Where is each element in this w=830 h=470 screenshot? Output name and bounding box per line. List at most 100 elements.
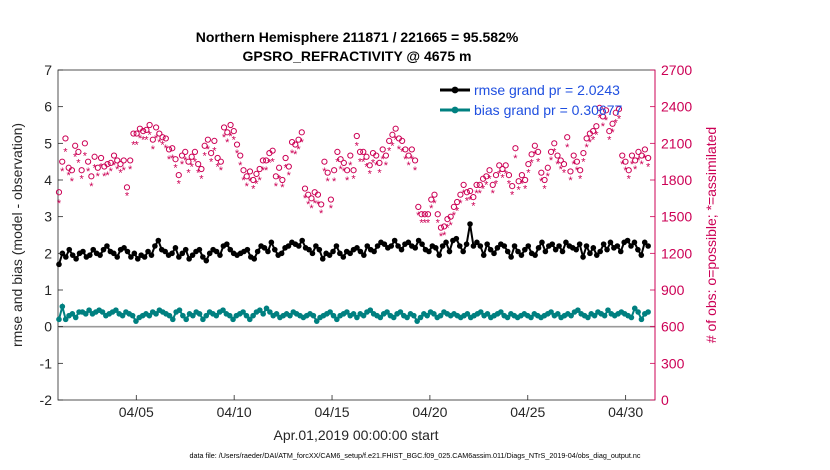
obs-possible-point: [220, 124, 228, 131]
obs-possible-point: [635, 148, 642, 155]
rmse-point: [604, 246, 610, 253]
obs-assimilated-point: *: [400, 147, 405, 159]
obs-possible-point: [343, 167, 351, 174]
obs-assimilated-point: *: [219, 165, 224, 177]
obs-assimilated-point: *: [410, 154, 415, 166]
obs-assimilated-point: *: [248, 176, 253, 188]
rmse-point: [206, 250, 213, 257]
bias-point: [69, 311, 76, 317]
obs-possible-point: [622, 158, 629, 165]
rmse-point: [405, 239, 412, 246]
obs-possible-point: [476, 181, 483, 188]
y-left-axis-label: rmse and bias (model - observation): [9, 123, 25, 347]
obs-assimilated-point: *: [381, 154, 386, 166]
obs-possible-point: [217, 158, 224, 165]
rmse-point: [556, 243, 562, 249]
obs-possible-point: [632, 157, 639, 164]
rmse-point: [200, 254, 206, 260]
obs-possible-point: [91, 153, 98, 160]
rmse-point: [587, 250, 593, 257]
obs-possible-point: [457, 191, 464, 198]
obs-assimilated-point: *: [280, 182, 285, 194]
rmse-point: [631, 239, 638, 246]
obs-possible-point: [538, 169, 545, 176]
obs-possible-point: [133, 130, 140, 137]
obs-possible-point: [327, 196, 335, 203]
rmse-point: [326, 252, 333, 258]
rmse-point: [145, 248, 151, 255]
bias-point: [86, 307, 92, 313]
obs-possible-point: [376, 159, 383, 166]
rmse-point: [456, 243, 463, 249]
obs-assimilated-point: *: [384, 160, 389, 172]
obs-possible-point: [593, 123, 600, 130]
obs-possible-point: [431, 191, 438, 198]
obs-possible-point: [224, 129, 231, 136]
rmse-point: [395, 243, 401, 249]
bias-point: [414, 318, 420, 324]
obs-possible-point: [379, 146, 386, 153]
obs-assimilated-point: *: [157, 137, 162, 149]
obs-possible-point: [373, 152, 380, 159]
rmse-point: [80, 248, 86, 255]
obs-assimilated-point: *: [610, 127, 615, 139]
obs-assimilated-point: *: [484, 180, 489, 192]
obs-assimilated-point: *: [578, 174, 583, 186]
y-left-tick-label: 7: [44, 62, 52, 78]
rmse-point: [415, 237, 422, 244]
obs-assimilated-point: *: [293, 149, 298, 161]
rmse-point: [217, 252, 223, 258]
obs-assimilated-point: *: [332, 176, 337, 188]
y-right-tick-label: 1200: [661, 245, 692, 261]
rmse-point: [583, 243, 590, 249]
bias-point: [330, 312, 337, 319]
obs-assimilated-point: *: [594, 130, 599, 142]
obs-possible-point: [609, 120, 616, 127]
obs-possible-point: [411, 157, 419, 164]
obs-assimilated-point: *: [643, 153, 648, 165]
obs-possible-point: [564, 134, 571, 141]
obs-possible-point: [292, 141, 299, 148]
obs-assimilated-point: *: [73, 152, 78, 164]
obs-assimilated-point: *: [394, 134, 399, 146]
obs-assimilated-point: *: [270, 156, 275, 168]
obs-assimilated-point: *: [403, 154, 408, 166]
rmse-point: [532, 252, 538, 258]
obs-assimilated-point: *: [368, 169, 373, 181]
rmse-point: [337, 250, 343, 257]
obs-assimilated-point: *: [546, 171, 551, 183]
bias-point: [575, 307, 581, 313]
bias-point: [631, 305, 638, 312]
obs-possible-point: [421, 211, 428, 218]
rmse-point: [104, 243, 110, 249]
obs-assimilated-point: *: [267, 158, 272, 170]
obs-assimilated-point: *: [439, 231, 444, 243]
obs-possible-point: [382, 152, 390, 159]
bias-point: [360, 312, 367, 319]
obs-assimilated-point: *: [445, 222, 450, 234]
obs-possible-point: [602, 107, 610, 114]
rmse-point: [316, 246, 323, 253]
obs-possible-point: [577, 167, 584, 174]
obs-assimilated-point: *: [536, 156, 541, 168]
rmse-point: [354, 245, 360, 251]
rmse-point: [271, 246, 278, 253]
bias-point: [568, 312, 574, 319]
obs-assimilated-point: *: [390, 141, 395, 153]
obs-possible-point: [340, 159, 347, 166]
obs-assimilated-point: *: [351, 174, 356, 186]
rmse-point: [508, 254, 514, 260]
bias-point: [417, 314, 424, 321]
obs-possible-point: [308, 195, 315, 202]
obs-possible-point: [551, 140, 558, 147]
bias-point: [431, 311, 437, 317]
obs-assimilated-point: *: [254, 178, 259, 190]
obs-assimilated-point: *: [238, 160, 243, 172]
obs-assimilated-point: *: [581, 156, 586, 168]
obs-possible-point: [178, 152, 186, 159]
obs-possible-point: [641, 146, 649, 153]
legend-rmse-marker: [451, 86, 459, 94]
obs-possible-point: [321, 158, 328, 165]
obs-possible-point: [162, 135, 169, 142]
